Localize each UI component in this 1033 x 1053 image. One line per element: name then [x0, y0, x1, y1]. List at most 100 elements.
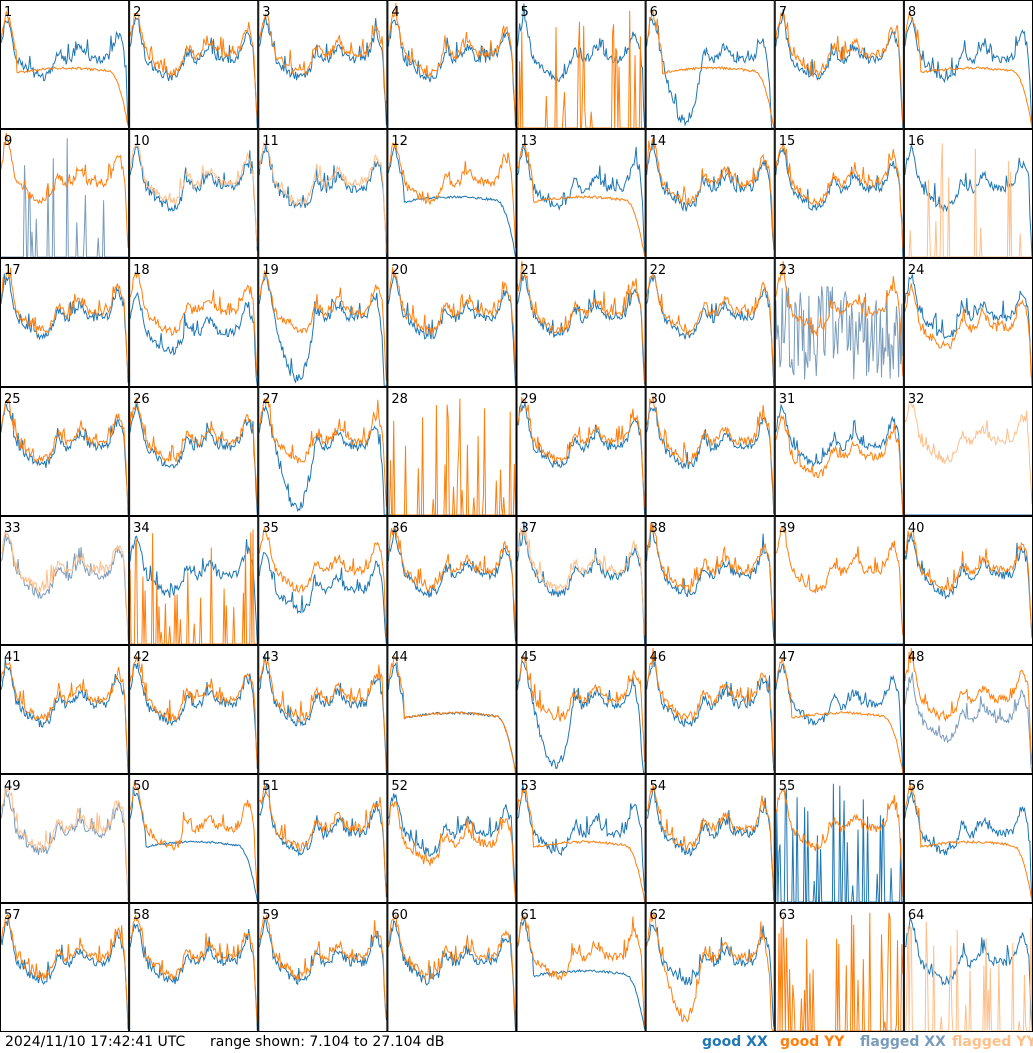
xx-series-line — [904, 143, 1033, 258]
footer: 2024/11/10 17:42:41 UTC range shown: 7.1… — [0, 1032, 1033, 1053]
spectrum-panel: 58 — [129, 903, 259, 1032]
panel-border — [387, 516, 517, 645]
panel-border — [516, 903, 646, 1032]
xx-series-line — [646, 274, 775, 387]
panel-border — [387, 258, 517, 387]
panel-label: 53 — [521, 779, 538, 794]
yy-series-line — [517, 527, 646, 636]
panel-label: 21 — [521, 263, 538, 278]
panel-label: 30 — [650, 392, 667, 407]
spectrum-panel: 13 — [516, 129, 646, 258]
xx-series-line — [904, 17, 1033, 128]
spectrum-panel: 40 — [903, 516, 1033, 645]
xx-series-line — [258, 15, 387, 126]
panel-label: 9 — [4, 134, 12, 149]
xx-series-line — [517, 402, 646, 516]
panel-border — [258, 903, 388, 1032]
panel-label: 20 — [391, 263, 408, 278]
spectrum-panel: 1 — [0, 0, 130, 129]
yy-series-line — [904, 647, 1033, 765]
spectrum-panel: 12 — [387, 129, 517, 258]
yy-series-line — [646, 272, 775, 381]
panel-label: 32 — [908, 392, 925, 407]
panel-border — [516, 387, 646, 516]
spectrum-panel: 55 — [774, 774, 904, 903]
xx-series-line — [129, 16, 258, 129]
panel-label: 14 — [650, 134, 667, 149]
yy-series-line — [646, 522, 775, 626]
panel-border — [774, 903, 904, 1032]
panel-label: 7 — [779, 5, 787, 20]
panel-label: 34 — [133, 521, 150, 536]
panel-label: 16 — [908, 134, 925, 149]
yy-series-line — [258, 915, 387, 1018]
yy-series-line — [258, 525, 387, 637]
yy-series-line — [129, 12, 258, 119]
yy-series-line — [258, 398, 387, 507]
panel-border — [258, 129, 388, 258]
yy-series-line — [258, 658, 387, 771]
yy-series-line — [646, 395, 775, 510]
yy-series-line — [0, 267, 129, 376]
panel-label: 61 — [521, 908, 538, 923]
yy-series-line — [258, 269, 387, 382]
xx-series-line — [775, 783, 903, 903]
yy-series-line — [775, 260, 904, 377]
panel-label: 12 — [391, 134, 408, 149]
panel-label: 36 — [391, 521, 408, 536]
spectrum-panel: 60 — [387, 903, 517, 1032]
panel-border — [774, 387, 904, 516]
spectrum-panel: 24 — [903, 258, 1033, 387]
spectrum-panel: 62 — [645, 903, 775, 1032]
xx-series-line — [775, 148, 904, 258]
panel-border — [645, 258, 775, 387]
yy-series-line — [388, 801, 516, 903]
panel-border — [516, 258, 646, 387]
timestamp: 2024/11/10 17:42:41 UTC — [5, 1034, 186, 1050]
spectrum-panel: 26 — [129, 387, 259, 516]
xx-series-line — [0, 915, 129, 1030]
panel-label: 44 — [391, 650, 408, 665]
yy-series-line — [0, 786, 129, 899]
panel-label: 47 — [779, 650, 796, 665]
xx-series-line — [387, 144, 516, 257]
yy-series-line — [129, 656, 258, 767]
xx-series-line — [0, 18, 129, 125]
panel-border — [774, 0, 904, 129]
panel-label: 4 — [391, 5, 399, 20]
spectrum-panel: 45 — [516, 645, 646, 774]
yy-series-line — [387, 2, 516, 122]
xx-series-line — [646, 923, 775, 1027]
yy-series-line — [904, 12, 1033, 129]
panel-border — [774, 129, 904, 258]
xx-series-line — [517, 3, 646, 129]
yy-series-line — [517, 10, 645, 129]
spectrum-panel: 17 — [0, 258, 130, 387]
xx-series-line — [646, 650, 775, 771]
yy-series-line — [904, 400, 1033, 505]
panel-border — [129, 516, 259, 645]
panel-border — [645, 516, 775, 645]
yy-series-line — [904, 783, 1033, 901]
panel-border — [0, 645, 130, 774]
spectrum-panel: 14 — [645, 129, 775, 258]
panel-label: 15 — [779, 134, 796, 149]
panel-border — [645, 645, 775, 774]
legend-good-yy: good YY — [780, 1034, 845, 1050]
spectrum-panel: 57 — [0, 903, 130, 1032]
yy-series-line — [517, 914, 646, 1026]
panel-border — [516, 516, 646, 645]
yy-series-line — [129, 397, 258, 506]
yy-series-line — [388, 398, 516, 516]
yy-series-line — [387, 527, 516, 637]
panel-label: 11 — [262, 134, 279, 149]
yy-series-line — [904, 530, 1033, 638]
panel-label: 52 — [391, 779, 408, 794]
yy-series-line — [646, 912, 774, 1032]
panel-border — [516, 129, 646, 258]
yy-series-line — [0, 10, 129, 127]
xx-series-line — [1, 138, 129, 258]
yy-series-line — [129, 529, 258, 645]
xx-series-line — [258, 144, 387, 258]
panel-border — [387, 0, 517, 129]
